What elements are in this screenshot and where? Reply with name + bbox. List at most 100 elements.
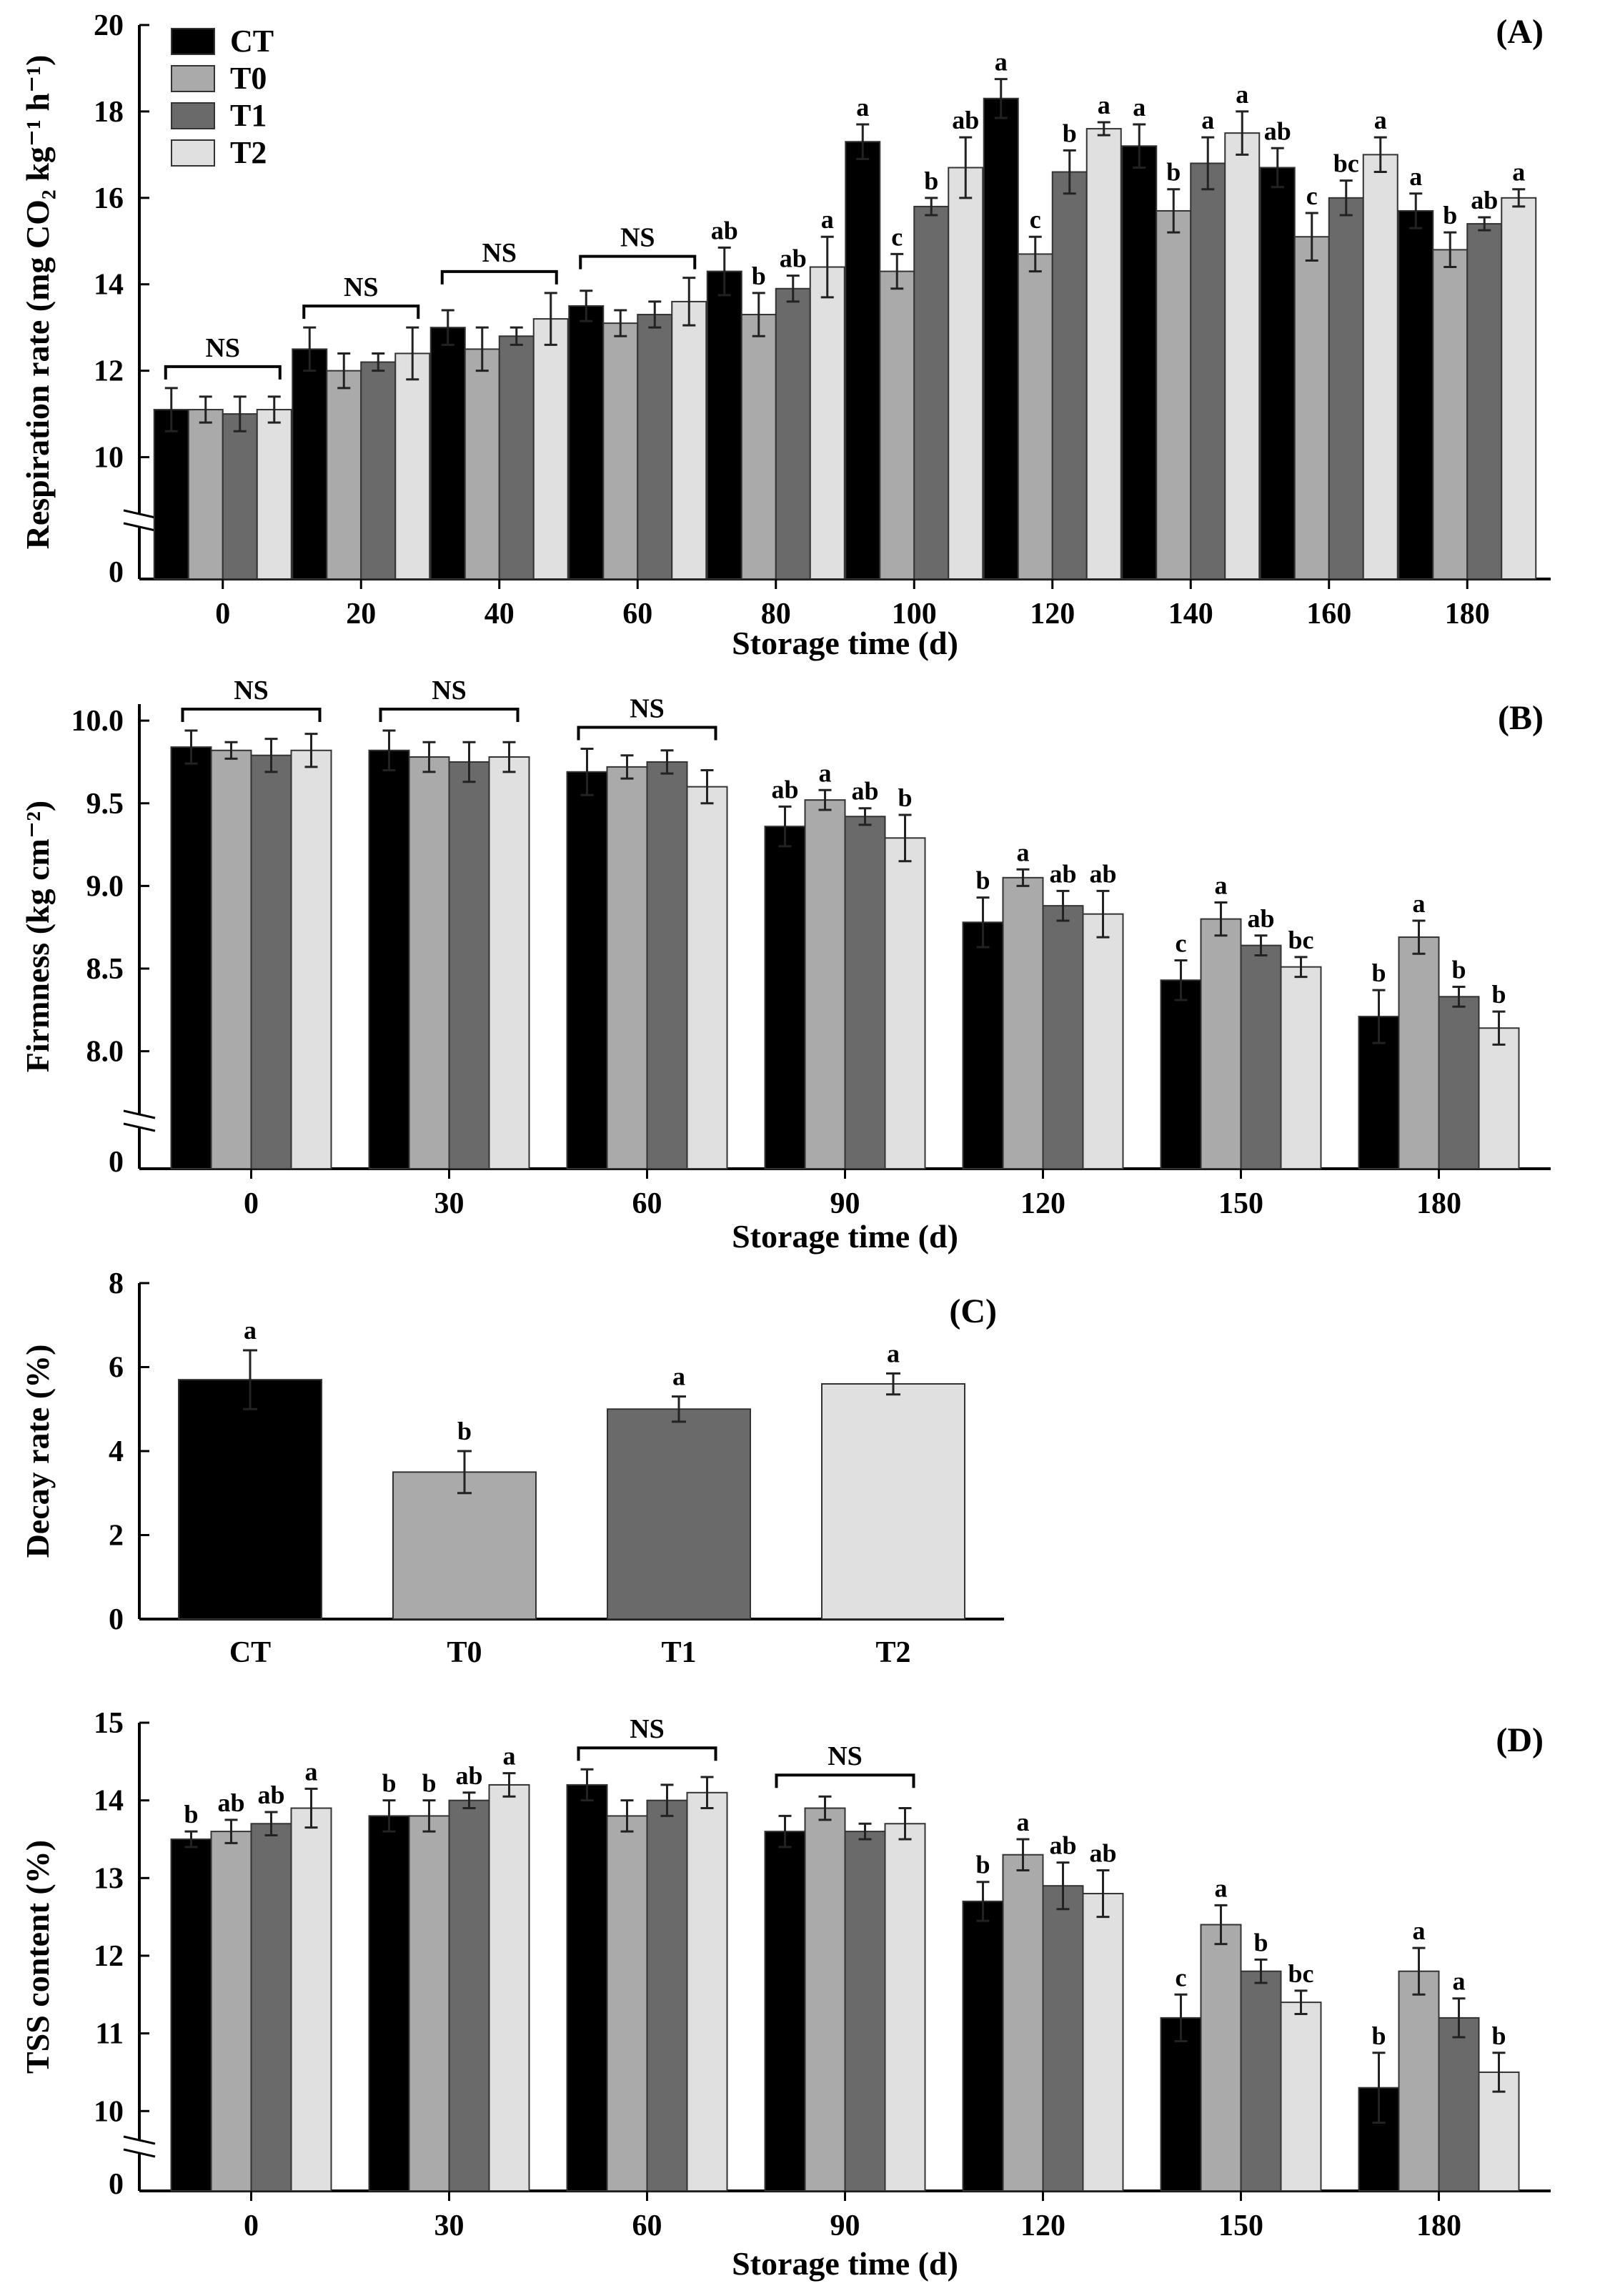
significance-letter: bc [1333,149,1359,178]
significance-letter: a [887,1339,900,1367]
significance-letter: a [1409,162,1422,191]
bar-ct [566,1783,608,2192]
panel-label: (C) [949,1292,997,1330]
bar-ct [368,749,410,1169]
bar-t1 [1042,1885,1084,2192]
bar-t0 [1200,1924,1242,2192]
significance-letter: b [1371,959,1386,987]
significance-letter: a [1453,1967,1466,1996]
y-tick-label: 0 [109,1603,124,1636]
bar-ct [1160,2017,1202,2192]
x-tick-label: 140 [1168,598,1213,630]
legend-label: T1 [230,98,267,133]
ns-bracket [181,708,322,722]
bar-t2 [1478,1027,1520,1169]
significance-letter: b [1166,158,1181,187]
panel-c: 0 2 4 6 8 (C) Decay rate (%) a CT b T0 a T1 a T2 [19,1267,1004,1669]
bar-t1 [1240,944,1282,1169]
x-tick-label: 30 [434,1187,464,1220]
bar-t1 [1328,197,1364,580]
significance-letter: ab [771,775,798,803]
y-tick-label: 13 [94,1862,124,1895]
bar-ct [962,1900,1004,2192]
y-tick-label: 8.5 [86,953,124,986]
y-tick-label: 10 [94,2095,124,2128]
significance-letter: ab [455,1761,482,1790]
bar-t1 [360,361,397,580]
y-tick-label: 9.0 [86,870,124,903]
x-tick-label: 160 [1306,598,1351,630]
legend-label: CT [230,24,274,59]
bar-t2 [1224,132,1261,580]
significance-letter: b [382,1769,396,1798]
y-tick-label: 16 [94,182,124,215]
axis-break-mark [123,2148,156,2158]
y-tick-label: 11 [95,2018,124,2051]
bar-t1 [1051,171,1088,580]
y-tick-label: 6 [109,1352,124,1385]
ns-label: NS [432,676,467,706]
significance-letter: a [672,1362,685,1391]
bar-t0 [1432,249,1469,580]
bar-t0 [606,1815,648,2192]
bar-t0 [1200,918,1242,1169]
x-tick-label: 0 [215,598,230,630]
y-tick-label: 8.0 [86,1036,124,1069]
significance-letter: c [1176,929,1187,957]
y-tick-label: 12 [94,355,124,388]
y-tick-label: 14 [94,269,124,302]
bar-ct [1121,145,1158,580]
significance-letter: a [1215,871,1228,900]
significance-letter: b [924,167,938,195]
y-tick-label: 9.5 [86,788,124,821]
significance-letter: ab [1264,117,1291,145]
significance-letter: ab [1049,1831,1076,1860]
bar-t2 [821,1383,965,1620]
significance-letter: ab [1089,1839,1116,1867]
x-tick-label: 30 [434,2210,464,2242]
bar-ct [1259,167,1296,580]
significance-letter: bc [1288,1959,1314,1988]
bar-t1 [250,1823,292,2192]
legend-swatch-t2 [171,139,215,167]
axis-break-mark [123,1109,156,1119]
bar-t1 [1042,905,1084,1169]
y-axis-label: TSS content (%) [19,1840,56,2074]
significance-letter: a [305,1757,318,1786]
panel-label: (D) [1496,1721,1544,1759]
ns-label: NS [620,223,655,253]
x-axis-label: Storage time (d) [732,625,958,661]
x-tick-label: 120 [1030,598,1075,630]
y-tick-label: 8 [109,1267,124,1300]
bar-t0 [1398,1970,1440,2192]
bar-ct [764,826,806,1169]
bar-t2 [1082,1893,1124,2192]
ns-bracket [577,1746,717,1761]
bar-t1 [913,205,950,580]
bar-t1 [222,413,258,580]
significance-letter: ab [217,1788,244,1817]
bar-ct [1160,979,1202,1169]
significance-letter: b [1253,1928,1268,1956]
panel-a: 10 12 14 16 18 20 0 (A) Respiration rate (mg CO₂… [19,9,1551,661]
y-tick-label: 18 [94,96,124,129]
significance-letter: a [244,1316,257,1345]
bar-t2 [1280,2001,1322,2192]
bar-t1 [1438,996,1480,1169]
legend-swatch-ct [171,28,215,55]
significance-letter: a [856,93,869,122]
bar-t0 [1002,1854,1044,2192]
significance-letter: ab [952,106,979,134]
bar-t1 [1240,1970,1282,2192]
bar-t2 [488,756,530,1169]
bar-t2 [948,167,984,580]
bar-t2 [1501,197,1537,580]
ns-bracket [579,254,697,269]
bar-t0 [804,799,846,1169]
bar-t1 [637,314,673,580]
bar-t1 [1466,223,1503,580]
ns-bracket [379,708,520,722]
bar-t1 [775,287,811,580]
x-axis-label: Storage time (d) [732,2245,958,2282]
